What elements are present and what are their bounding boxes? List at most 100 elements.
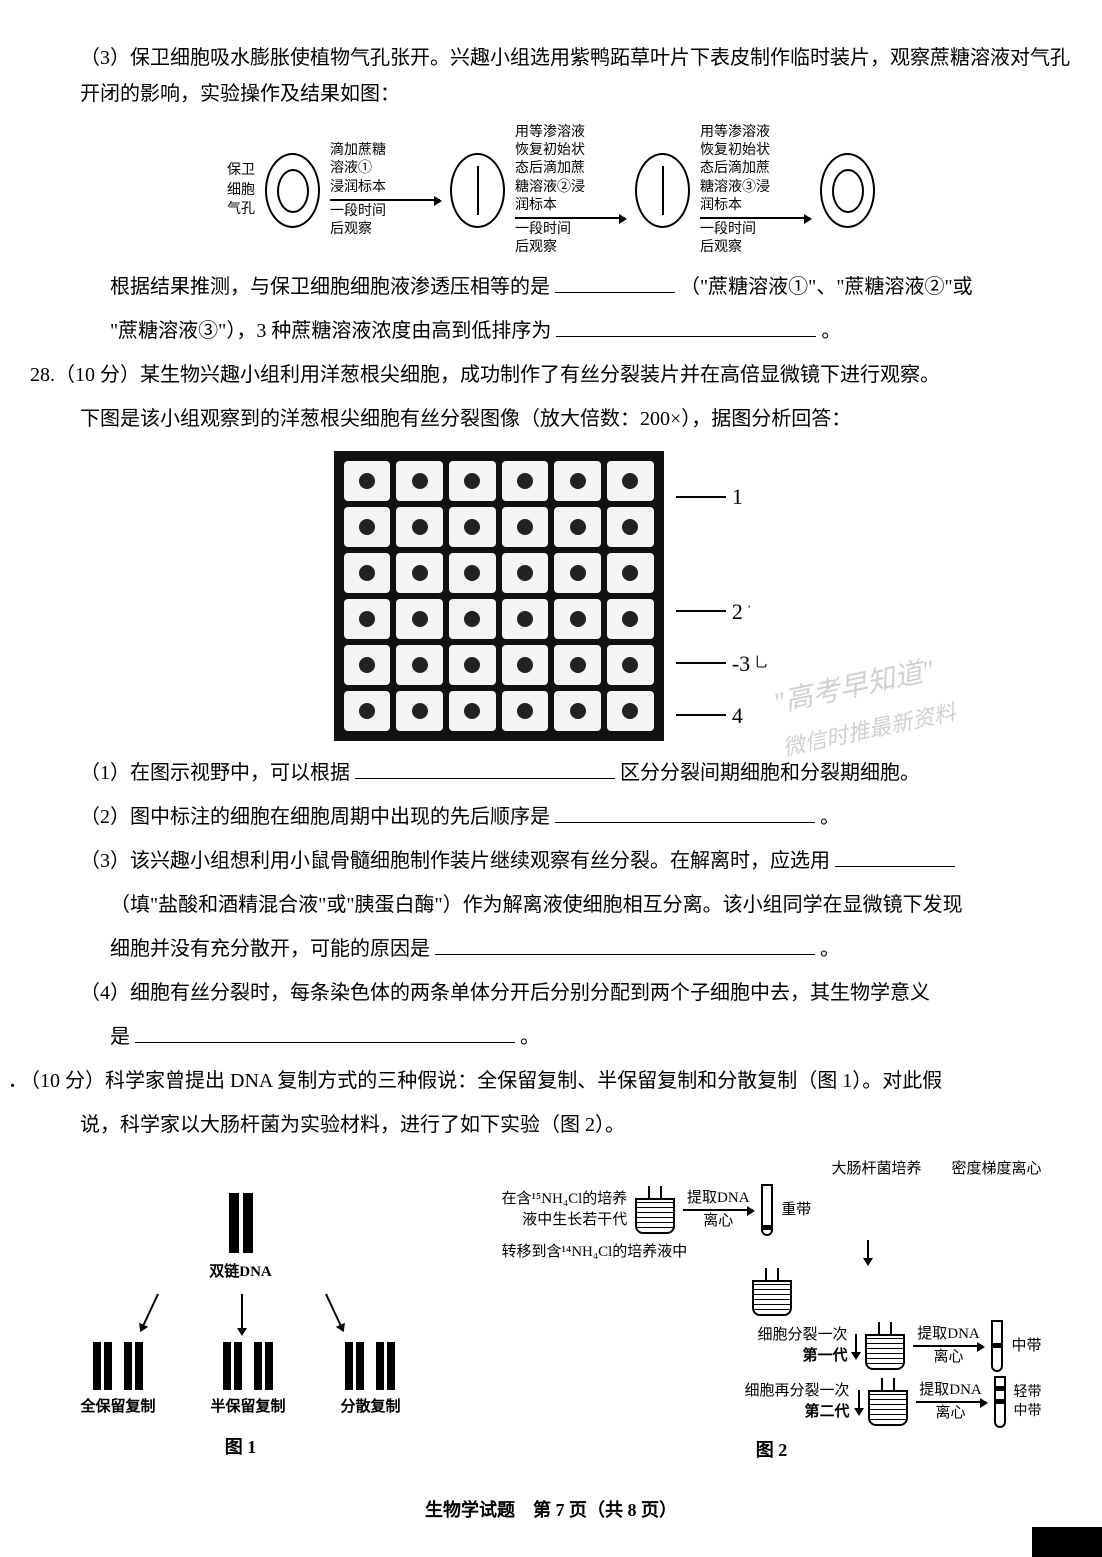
blank-answer-1[interactable] (555, 269, 675, 293)
q28-p3a: （3）该兴趣小组想利用小鼠骨髓细胞制作装片继续观察有丝分裂。在解离时，应选用 (80, 850, 830, 872)
flask-icon-4 (868, 1378, 908, 1426)
tube-icon-1 (761, 1184, 773, 1236)
step3-l1: 用等渗溶液 (700, 124, 770, 142)
fig2-s1a: 在含¹⁵NH₄Cl的培养 (502, 1189, 628, 1210)
step3-l3: 态后滴加蔗 (700, 160, 770, 178)
label-guard: 保卫 (227, 161, 255, 181)
flask-icon-3 (865, 1322, 905, 1370)
micro-label-1: 1 (732, 477, 743, 517)
page-footer: 生物学试题 第 7 页（共 8 页） (30, 1494, 1072, 1526)
micro-label-3: 3 (739, 644, 750, 684)
step1-l3: 浸润标本 (330, 179, 386, 197)
step3-b2: 后观察 (700, 239, 742, 257)
q28-sub: 下图是该小组观察到的洋葱根尖细胞有丝分裂图像（放大倍数：200×），据图分析回答… (30, 401, 1072, 437)
label-cell: 细胞 (227, 181, 255, 201)
q28-p3-l1: （3）该兴趣小组想利用小鼠骨髓细胞制作装片继续观察有丝分裂。在解离时，应选用 (30, 843, 1072, 879)
watermark-text: "高考早知道" 微信时推最新资料 (769, 644, 960, 769)
q27-period: 。 (821, 320, 841, 342)
q28-p3-period: 。 (820, 938, 840, 960)
cell-label-column: 保卫 细胞 气孔 (227, 161, 255, 220)
step2-l1: 用等渗溶液 (515, 124, 585, 142)
step2-b2: 后观察 (515, 239, 557, 257)
blank-q28-2[interactable] (555, 799, 815, 823)
microscope-image (334, 451, 664, 741)
blank-answer-2[interactable] (556, 313, 816, 337)
tree-branches (101, 1294, 381, 1334)
micro-label-2: 2 (732, 592, 743, 632)
cell-stage-0 (265, 153, 320, 228)
arrow-step1: 滴加蔗糖 溶液① 浸润标本 一段时间 后观察 (330, 142, 440, 239)
q28-microscope-figure: 1 2᾽ -3乚 4 "高考早知道" 微信时推最新资料 (30, 451, 1072, 741)
step1-b1: 一段时间 (330, 203, 386, 221)
centrifuge-label-3: 离心 (935, 1403, 965, 1424)
step1-l1: 滴加蔗糖 (330, 142, 386, 160)
blank-q28-3a[interactable] (835, 843, 955, 867)
step2-b1: 一段时间 (515, 221, 571, 239)
extract-label-3: 提取DNA (919, 1380, 982, 1401)
gen1-label: 第一代 (502, 1346, 848, 1367)
q28-p4-l2: 是 。 (30, 1019, 1072, 1055)
step3-l2: 恢复初始状 (700, 142, 770, 160)
parent-dna-label: 双链DNA (209, 1259, 272, 1286)
figure-1: 双链DNA 全保留复制 半保留复制 分散复制 图 1 (61, 1193, 421, 1463)
arrow-step2: 用等渗溶液 恢复初始状 态后滴加蔗 糖溶液②浸 润标本 一段时间 后观察 (515, 124, 625, 257)
label-stoma: 气孔 (227, 200, 255, 220)
q29-num: . (10, 1070, 15, 1092)
fig2-hd2: 密度梯度离心 (951, 1159, 1041, 1180)
step1-l2: 溶液① (330, 160, 372, 178)
flask-icon-2 (752, 1268, 792, 1316)
transfer-label: 转移到含¹⁴NH₄Cl的培养液中 (502, 1242, 688, 1263)
child-label-3: 分散复制 (340, 1394, 400, 1421)
tube-icon-3 (994, 1376, 1006, 1428)
parent-dna-bars (229, 1193, 253, 1253)
microscope-labels: 1 2᾽ -3乚 4 (676, 451, 768, 741)
children-row: 全保留复制 半保留复制 分散复制 (81, 1342, 401, 1421)
q28-p2-period: 。 (820, 806, 840, 828)
child-label-2: 半保留复制 (210, 1394, 285, 1421)
flask-icon-1 (635, 1186, 675, 1234)
q28-p3-l3: 细胞并没有充分散开，可能的原因是 。 (30, 931, 1072, 967)
down-arrow-2 (855, 1334, 857, 1358)
centrifuge-label-2: 离心 (933, 1347, 963, 1368)
fig2-hd1: 大肠杆菌培养 (831, 1159, 921, 1180)
q28-p3c: 细胞并没有充分散开，可能的原因是 (110, 938, 430, 960)
q27-conc-c: "蔗糖溶液③"），3 种蔗糖溶液浓度由高到低排序为 (110, 320, 551, 342)
handwritten-2: ᾽ (747, 599, 752, 624)
q28-p1: （1）在图示视野中，可以根据 区分分裂间期细胞和分裂期细胞。 (30, 755, 1072, 791)
cell-stage-2 (635, 153, 690, 228)
fig1-caption: 图 1 (225, 1431, 257, 1463)
tube-icon-2 (991, 1320, 1003, 1372)
q28-p2: （2）图中标注的细胞在细胞周期中出现的先后顺序是 。 (30, 799, 1072, 835)
down-arrow-3 (858, 1390, 860, 1414)
step2-l3: 态后滴加蔗 (515, 160, 585, 178)
step2-l4: 糖溶液②浸 (515, 179, 585, 197)
gen2-label: 第二代 (502, 1402, 850, 1423)
blank-q28-4[interactable] (135, 1019, 515, 1043)
arrow-step3: 用等渗溶液 恢复初始状 态后滴加蔗 糖溶液③浸 润标本 一段时间 后观察 (700, 124, 810, 257)
centrifuge-label-1: 离心 (703, 1211, 733, 1232)
q28-p3-l2: （填"盐酸和酒精混合液"或"胰蛋白酶"）作为解离液使细胞相互分离。该小组同学在显… (30, 887, 1072, 923)
q27-conc-a: 根据结果推测，与保卫细胞细胞液渗透压相等的是 (110, 276, 550, 298)
step3-l4: 糖溶液③浸 (700, 179, 770, 197)
blank-q28-3b[interactable] (435, 931, 815, 955)
q28-p2a: （2）图中标注的细胞在细胞周期中出现的先后顺序是 (80, 806, 550, 828)
step2-l2: 恢复初始状 (515, 142, 585, 160)
q29-figures: 双链DNA 全保留复制 半保留复制 分散复制 图 1 大肠杆菌培养 密 (30, 1159, 1072, 1463)
q27-diagram: 保卫 细胞 气孔 滴加蔗糖 溶液① 浸润标本 一段时间 后观察 用等渗溶液 恢复… (30, 124, 1072, 257)
q27-conclusion-line2: "蔗糖溶液③"），3 种蔗糖溶液浓度由高到低排序为 。 (30, 313, 1072, 349)
q28-p1a: （1）在图示视野中，可以根据 (80, 762, 350, 784)
step3-b1: 一段时间 (700, 221, 756, 239)
micro-label-4: 4 (732, 696, 743, 736)
div2-label: 细胞再分裂一次 (502, 1381, 850, 1402)
fig2-caption: 图 2 (502, 1438, 1042, 1463)
q28-p4-l1: （4）细胞有丝分裂时，每条染色体的两条单体分开后分别分配到两个子细胞中去，其生物… (30, 975, 1072, 1011)
step3-l5: 润标本 (700, 197, 742, 215)
handwritten-3: 乚 (754, 651, 768, 676)
mid-band-label-1: 中带 (1011, 1336, 1041, 1357)
heavy-band-label: 重带 (781, 1200, 811, 1221)
div1-label: 细胞分裂一次 (502, 1325, 848, 1346)
blank-q28-1[interactable] (355, 755, 615, 779)
q29-head: . （10 分）科学家曾提出 DNA 复制方式的三种假说：全保留复制、半保留复制… (30, 1063, 1072, 1099)
q28-p1b: 区分分裂间期细胞和分裂期细胞。 (620, 762, 920, 784)
q28-head: 28.（10 分）某生物兴趣小组利用洋葱根尖细胞，成功制作了有丝分裂装片并在高倍… (30, 357, 1072, 393)
